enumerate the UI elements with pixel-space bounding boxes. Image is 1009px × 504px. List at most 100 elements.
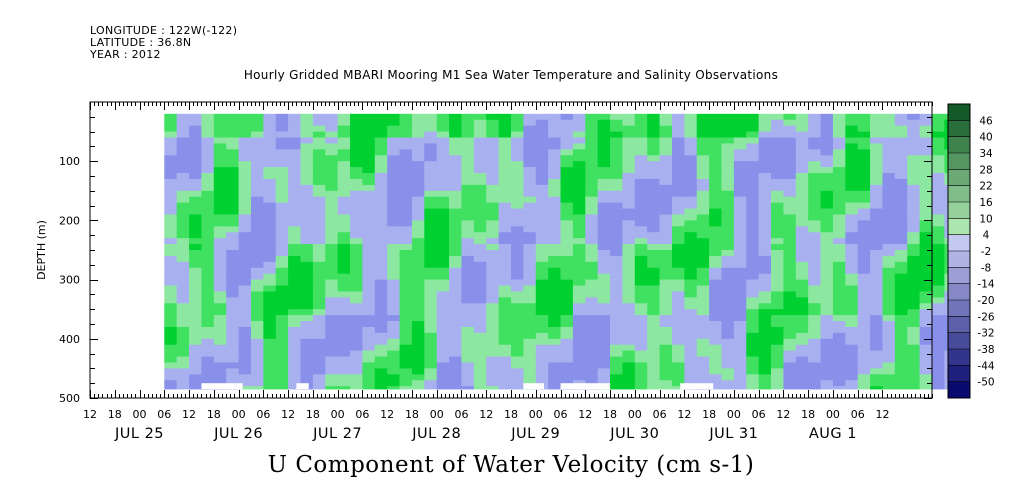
- x-day-label: AUG 1: [809, 426, 857, 442]
- heatmap-cell: [932, 356, 945, 363]
- heatmap-cell: [362, 113, 376, 121]
- heatmap-cell: [411, 232, 425, 239]
- heatmap-cell: [312, 220, 326, 227]
- heatmap-cell: [300, 374, 314, 381]
- x-hour-label: 12: [578, 408, 592, 421]
- heatmap-cell: [746, 368, 759, 375]
- heatmap-cell: [461, 374, 475, 381]
- heatmap-cell: [312, 113, 326, 121]
- heatmap-cell: [733, 315, 747, 322]
- heatmap-cell: [771, 309, 784, 316]
- heatmap-cell: [461, 220, 475, 227]
- heatmap-cell: [733, 202, 747, 209]
- heatmap-cell: [362, 344, 376, 351]
- heatmap-cell: [325, 178, 338, 186]
- heatmap-cell: [511, 214, 524, 221]
- heatmap-cell: [362, 244, 376, 251]
- heatmap-cell: [300, 202, 314, 209]
- heatmap-cell: [350, 273, 363, 280]
- heatmap-cell: [832, 279, 846, 286]
- heatmap-cell: [907, 167, 920, 174]
- heatmap-cell: [721, 332, 735, 340]
- heatmap-cell: [250, 137, 264, 144]
- heatmap-cell: [758, 244, 772, 251]
- heatmap-cell: [771, 386, 784, 390]
- heatmap-cell: [845, 386, 859, 390]
- heatmap-cell: [572, 279, 586, 286]
- heatmap-cell: [548, 244, 561, 251]
- colorbar-label: -26: [977, 311, 994, 323]
- heatmap-cell: [263, 244, 277, 251]
- heatmap-cell: [671, 261, 685, 269]
- heatmap-cell: [795, 119, 809, 126]
- heatmap-cell: [721, 208, 735, 215]
- heatmap-cell: [882, 125, 896, 132]
- heatmap-cell: [882, 190, 896, 198]
- x-hour-label: 18: [207, 408, 221, 421]
- heatmap-cell: [919, 250, 933, 257]
- heatmap-cell: [659, 273, 673, 280]
- heatmap-cell: [288, 113, 301, 121]
- heatmap-cell: [733, 267, 747, 274]
- heatmap-cell: [511, 190, 524, 198]
- heatmap-cell: [312, 226, 326, 233]
- heatmap-cell: [312, 119, 326, 126]
- heatmap-cell: [647, 125, 660, 132]
- heatmap-cell: [696, 332, 710, 340]
- heatmap-cell: [263, 279, 277, 286]
- heatmap-cell: [189, 238, 202, 245]
- heatmap-cell: [250, 178, 264, 186]
- heatmap-cell: [523, 356, 537, 363]
- heatmap-cell: [300, 238, 314, 245]
- heatmap-cell: [634, 232, 648, 239]
- heatmap-cell: [560, 214, 574, 221]
- heatmap-cell: [486, 326, 499, 334]
- heatmap-cell: [597, 196, 611, 203]
- heatmap-cell: [597, 178, 611, 186]
- heatmap-cell: [461, 338, 475, 346]
- heatmap-cell: [659, 309, 673, 316]
- heatmap-cell: [820, 309, 834, 316]
- heatmap-cell: [164, 380, 177, 387]
- heatmap-cell: [696, 344, 710, 351]
- colorbar-segment: [948, 349, 970, 366]
- heatmap-cell: [387, 125, 400, 132]
- heatmap-cell: [511, 119, 524, 126]
- heatmap-cell: [808, 273, 821, 280]
- heatmap-cell: [523, 250, 537, 257]
- heatmap-cell: [263, 149, 277, 156]
- heatmap-cell: [473, 332, 487, 340]
- heatmap-cell: [783, 149, 797, 156]
- heatmap-cell: [894, 374, 908, 381]
- heatmap-cell: [746, 202, 759, 209]
- heatmap-cell: [275, 255, 289, 263]
- heatmap-cell: [374, 303, 388, 310]
- heatmap-cell: [808, 214, 821, 221]
- heatmap-cell: [907, 113, 920, 121]
- heatmap-cell: [894, 178, 908, 186]
- heatmap-cell: [387, 190, 400, 198]
- heatmap-cell: [733, 238, 747, 245]
- heatmap-cell: [634, 297, 648, 304]
- heatmap-cell: [350, 113, 363, 121]
- heatmap-cell: [696, 250, 710, 257]
- heatmap-cell: [424, 362, 438, 369]
- heatmap-cell: [449, 273, 462, 280]
- heatmap-cell: [424, 178, 438, 186]
- heatmap-cell: [733, 208, 747, 215]
- heatmap-cell: [374, 309, 388, 316]
- heatmap-cell: [337, 178, 351, 186]
- heatmap-cell: [771, 214, 784, 221]
- heatmap-cell: [473, 131, 487, 138]
- heatmap-cell: [771, 173, 784, 180]
- heatmap-cell: [176, 285, 190, 292]
- heatmap-cell: [671, 178, 685, 186]
- heatmap-cell: [597, 362, 611, 369]
- heatmap-cell: [919, 332, 933, 340]
- heatmap-cell: [411, 386, 425, 390]
- heatmap-cell: [671, 184, 685, 192]
- heatmap-cell: [622, 113, 636, 121]
- heatmap-cell: [647, 131, 660, 138]
- heatmap-cell: [597, 232, 611, 239]
- heatmap-cell: [758, 131, 772, 138]
